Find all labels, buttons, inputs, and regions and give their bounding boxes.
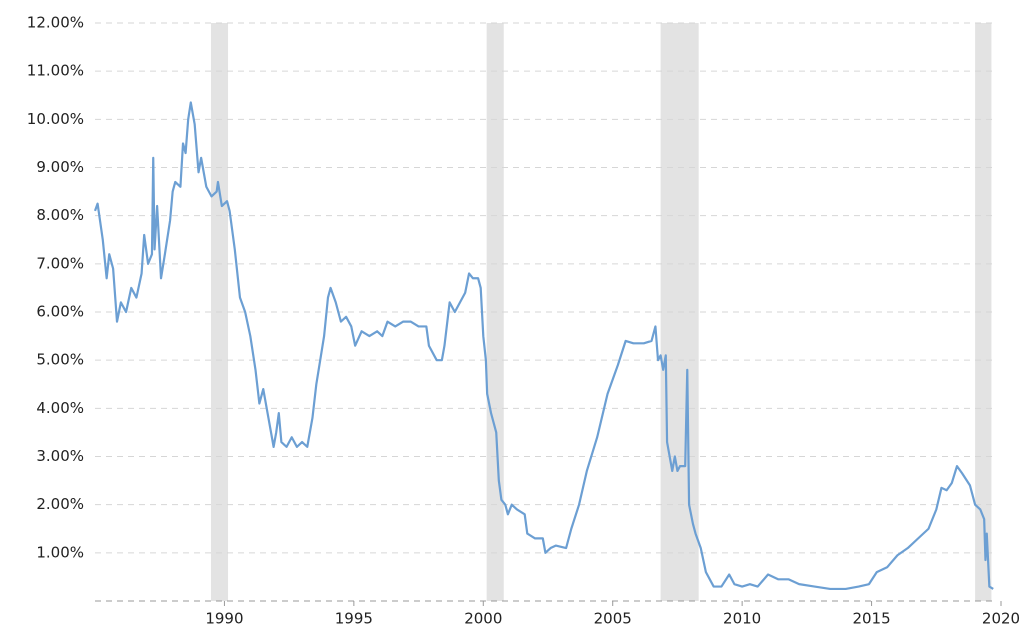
x-tick-label: 2005 (594, 610, 632, 628)
y-tick-label: 4.00% (36, 399, 84, 417)
x-tick-label: 2020 (982, 610, 1020, 628)
series-layer (93, 101, 994, 591)
y-tick-label: 11.00% (27, 62, 84, 80)
rate-line (93, 101, 994, 591)
x-tick-label: 2015 (852, 610, 890, 628)
label-layer: 1.00% 2.00% 3.00% 4.00% 5.00% 6.00% 7.00% 8.00%… (27, 14, 1020, 628)
x-tick-label: 2000 (464, 610, 502, 628)
y-tick-label: 3.00% (36, 447, 84, 465)
y-tick-label: 1.00% (36, 543, 84, 561)
y-tick-label: 10.00% (27, 110, 84, 128)
y-tick-label: 12.00% (27, 14, 84, 32)
x-tick-label: 1995 (335, 610, 373, 628)
x-tick-label: 2010 (723, 610, 761, 628)
y-tick-label: 7.00% (36, 254, 84, 272)
y-tick-label: 5.00% (36, 351, 84, 369)
y-tick-label: 9.00% (36, 158, 84, 176)
y-tick-label: 8.00% (36, 206, 84, 224)
grid-layer (95, 22, 1002, 606)
y-tick-label: 6.00% (36, 303, 84, 321)
x-tick-label: 1990 (205, 610, 243, 628)
y-tick-label: 2.00% (36, 495, 84, 513)
